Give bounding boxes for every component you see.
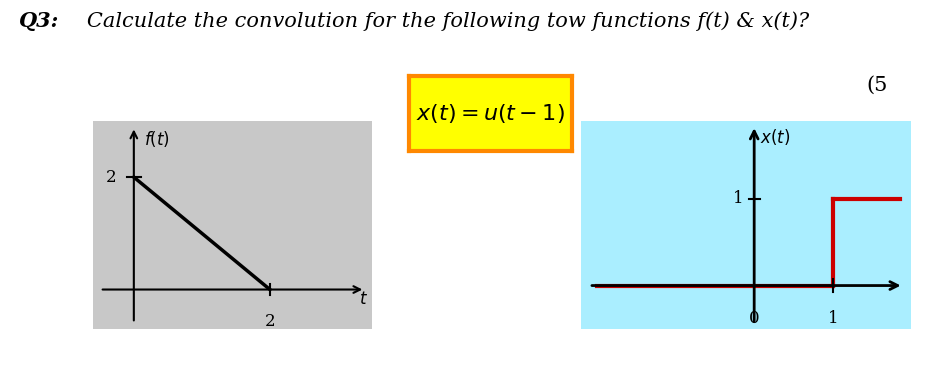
Text: 2: 2 <box>265 313 275 330</box>
Text: $f(t)$: $f(t)$ <box>144 129 170 149</box>
Text: 1: 1 <box>828 310 838 327</box>
Text: 2: 2 <box>106 169 117 186</box>
Text: 0: 0 <box>749 310 760 327</box>
Text: 1: 1 <box>734 191 744 208</box>
Text: $t$: $t$ <box>359 291 368 308</box>
Text: Calculate the convolution for the following tow functions f(t) & x(t)?: Calculate the convolution for the follow… <box>67 11 809 31</box>
Text: $x(t)=u(t-1)$: $x(t)=u(t-1)$ <box>416 102 565 125</box>
Text: $x(t)$: $x(t)$ <box>760 127 790 147</box>
Text: (5: (5 <box>867 76 888 94</box>
Text: Q3:: Q3: <box>19 11 59 31</box>
